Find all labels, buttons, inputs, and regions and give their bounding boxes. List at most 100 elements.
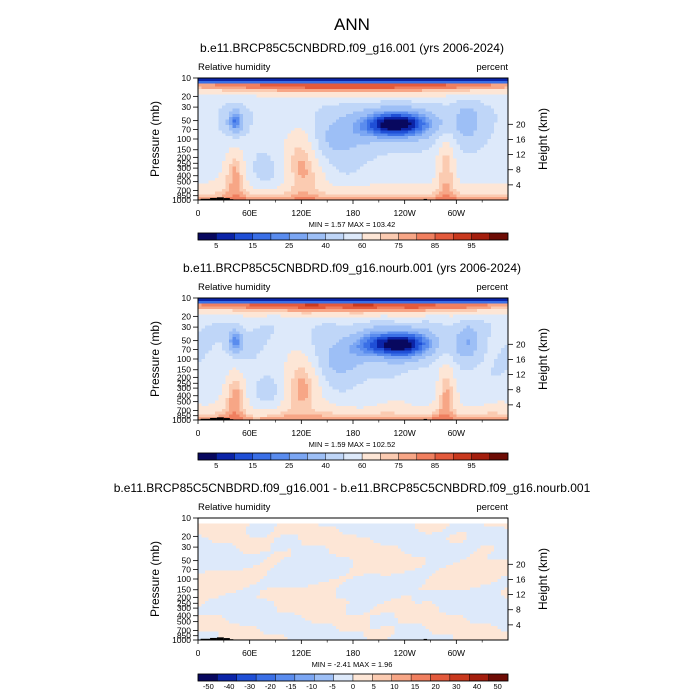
field-cell <box>315 127 319 132</box>
field-cell <box>277 320 282 324</box>
field-cell <box>273 83 278 87</box>
field-cell <box>473 80 478 84</box>
field-cell <box>366 309 371 313</box>
field-cell <box>421 172 426 176</box>
field-cell <box>260 175 264 179</box>
field-cell <box>225 194 230 198</box>
field-cell <box>215 91 220 96</box>
field-cell <box>504 158 509 162</box>
field-cell <box>373 194 378 198</box>
field-cell <box>270 166 275 170</box>
field-cell <box>408 183 412 187</box>
field-cell <box>452 166 457 170</box>
field-cell <box>211 317 216 321</box>
field-cell <box>239 309 244 313</box>
field-cell <box>270 188 275 193</box>
field-cell <box>335 125 340 129</box>
field-cell <box>442 306 447 310</box>
field-cell <box>229 83 233 87</box>
field-cell <box>277 317 282 321</box>
field-cell <box>260 158 264 162</box>
field-cell <box>280 119 285 123</box>
field-cell <box>466 141 471 145</box>
field-cell <box>408 311 412 316</box>
field-cell <box>404 91 409 96</box>
field-cell <box>446 119 450 123</box>
field-cell <box>277 147 282 151</box>
field-cell <box>318 197 323 201</box>
field-cell <box>225 86 230 90</box>
field-cell <box>249 158 254 162</box>
field-cell <box>246 314 251 318</box>
field-cell <box>384 161 388 165</box>
field-cell <box>466 94 471 98</box>
field-cell <box>301 314 306 318</box>
field-cell <box>387 163 392 168</box>
field-cell <box>273 166 278 170</box>
field-cell <box>318 86 323 90</box>
field-cell <box>253 89 257 93</box>
field-cell <box>297 163 302 168</box>
field-cell <box>415 86 419 90</box>
field-cell <box>242 317 247 321</box>
field-cell <box>211 108 216 112</box>
field-cell <box>501 163 505 168</box>
field-cell <box>494 155 499 159</box>
field-cell <box>349 166 354 170</box>
field-cell <box>198 194 202 198</box>
field-cell <box>346 86 350 90</box>
field-cell <box>215 183 220 187</box>
field-cell <box>239 194 244 198</box>
field-cell <box>339 169 344 173</box>
field-cell <box>211 144 216 148</box>
field-cell <box>201 105 206 109</box>
field-cell <box>490 188 495 193</box>
field-cell <box>218 86 223 90</box>
field-cell <box>487 122 492 126</box>
field-cell <box>435 298 440 302</box>
field-cell <box>401 188 406 193</box>
field-cell <box>415 127 419 132</box>
field-cell <box>263 172 268 176</box>
field-cell <box>442 298 447 302</box>
field-cell <box>456 97 461 101</box>
field-cell <box>304 86 309 90</box>
field-cell <box>277 172 282 176</box>
field-cell <box>487 111 492 115</box>
field-cell <box>260 125 264 129</box>
field-cell <box>294 314 299 318</box>
field-cell <box>315 78 319 82</box>
field-cell <box>335 136 340 140</box>
field-cell <box>470 309 474 313</box>
field-cell <box>318 141 323 145</box>
field-cell <box>266 300 271 304</box>
field-cell <box>284 306 288 310</box>
field-cell <box>208 183 213 187</box>
field-cell <box>304 191 309 195</box>
field-cell <box>390 141 395 145</box>
field-cell <box>418 155 423 159</box>
field-cell <box>483 317 488 321</box>
field-cell <box>304 166 309 170</box>
field-cell <box>332 177 337 181</box>
field-cell <box>328 127 333 132</box>
field-cell <box>456 314 461 318</box>
field-cell <box>301 108 306 112</box>
field-cell <box>246 86 251 90</box>
field-cell <box>318 80 323 84</box>
field-cell <box>218 78 223 82</box>
field-cell <box>452 300 457 304</box>
field-cell <box>483 80 488 84</box>
field-cell <box>322 161 326 165</box>
field-cell <box>229 89 233 93</box>
field-cell <box>435 309 440 313</box>
field-cell <box>480 322 485 327</box>
field-cell <box>366 180 371 184</box>
field-cell <box>229 317 233 321</box>
field-cell <box>273 97 278 101</box>
field-cell <box>490 100 495 104</box>
field-cell <box>370 311 375 316</box>
field-cell <box>356 111 361 115</box>
field-cell <box>411 194 416 198</box>
field-cell <box>198 191 202 195</box>
